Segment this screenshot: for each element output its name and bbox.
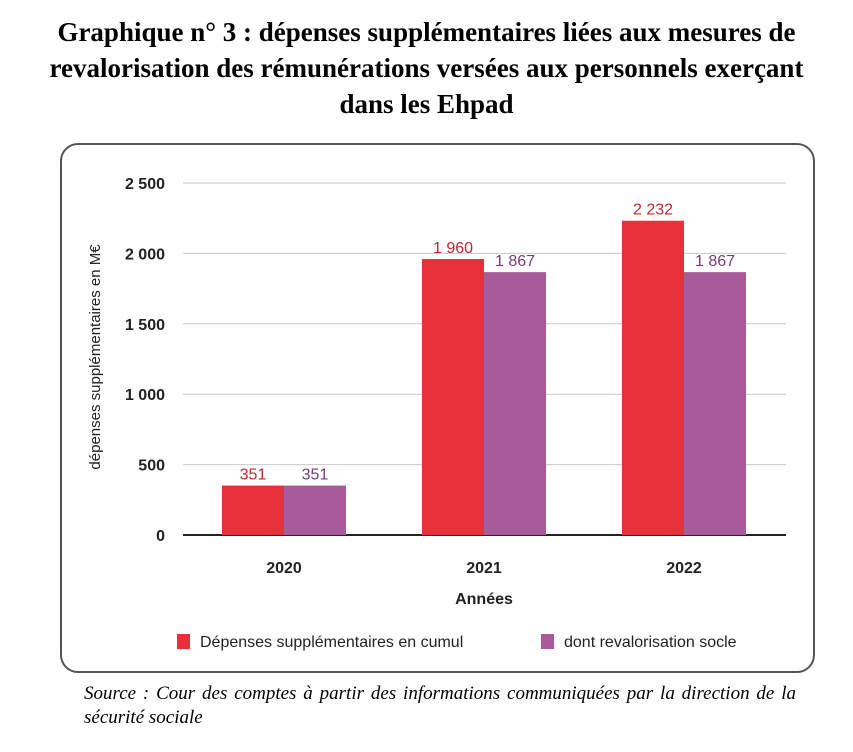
x-tick-label: 2021 — [466, 560, 502, 577]
x-tick-label: 2020 — [266, 560, 302, 577]
bar-socle — [284, 485, 346, 535]
data-label: 1 960 — [433, 240, 473, 257]
bar-cumul — [622, 220, 684, 535]
y-tick-label: 0 — [156, 528, 165, 545]
bar-socle — [684, 272, 746, 535]
legend-label: dont revalorisation socle — [564, 634, 737, 651]
x-axis-label: Années — [455, 591, 513, 608]
y-tick-label: 1 500 — [125, 317, 165, 334]
data-label: 1 867 — [695, 253, 735, 270]
data-label: 2 232 — [633, 202, 673, 219]
y-tick-label: 500 — [138, 458, 165, 475]
legend-swatch — [177, 634, 190, 649]
y-tick-label: 2 500 — [125, 176, 165, 193]
data-label: 351 — [302, 467, 329, 484]
y-tick-label: 1 000 — [125, 387, 165, 404]
bar-socle — [484, 272, 546, 535]
bar-cumul — [422, 259, 484, 535]
legend-label: Dépenses supplémentaires en cumul — [200, 634, 463, 651]
source-note: Source : Cour des comptes à partir des i… — [84, 683, 796, 728]
data-label: 351 — [240, 467, 267, 484]
y-axis-label: dépenses supplémentaires en M€ — [87, 244, 104, 470]
y-tick-label: 2 000 — [125, 246, 165, 263]
bar-cumul — [222, 485, 284, 535]
x-tick-label: 2022 — [666, 560, 702, 577]
data-label: 1 867 — [495, 253, 535, 270]
chart-frame — [60, 143, 815, 673]
chart-title: Graphique n° 3 : dépenses supplémentaire… — [49, 17, 804, 119]
legend-swatch — [541, 634, 554, 649]
